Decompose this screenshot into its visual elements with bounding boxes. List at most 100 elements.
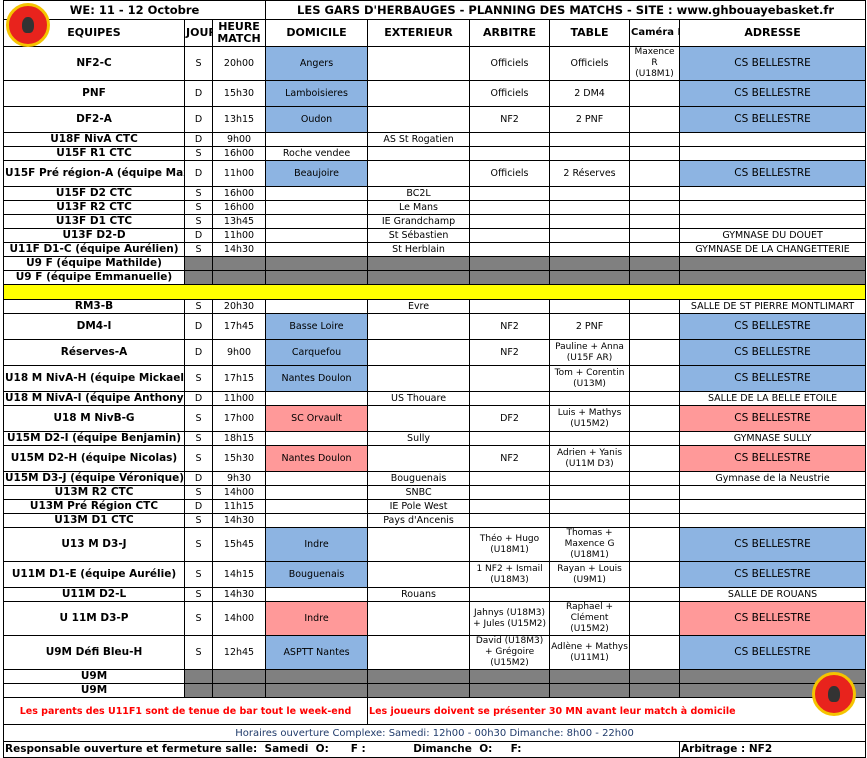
- table-cell: Luis + Mathys (U15M2): [549, 405, 631, 432]
- jour-cell: S: [184, 601, 213, 636]
- adresse-cell: [679, 146, 867, 161]
- match-row: U18F NivA CTC D 9h00 AS St Rogatien: [3, 132, 867, 147]
- domicile-cell: Basse Loire: [265, 313, 369, 340]
- exterieur-cell: AS St Rogatien: [367, 132, 471, 147]
- table-cell: [549, 186, 631, 201]
- adresse-cell: CS BELLESTRE: [679, 160, 867, 187]
- table-cell: Tom + Corentin (U13M): [549, 365, 631, 392]
- arbitre-cell: [469, 270, 551, 285]
- players-notice: Les joueurs doivent se présenter 30 MN a…: [367, 697, 867, 725]
- parents-notice: Les parents des U11F1 sont de tenue de b…: [2, 697, 369, 725]
- exterieur-cell: IE Grandchamp: [367, 214, 471, 229]
- match-row: U11M D1-E (équipe Aurélie) S 14h15 Bouguena…: [3, 561, 867, 588]
- title-row: WE: 11 - 12 Octobre LES GARS D'HERBAUGES…: [2, 0, 867, 20]
- camera-cell: [629, 471, 681, 486]
- match-row: U11M D2-L S 14h30 Rouans SALLE DE ROUANS: [3, 587, 867, 602]
- arbitre-cell: NF2: [469, 445, 551, 472]
- table-cell: [549, 471, 631, 486]
- match-row: U9M: [3, 669, 867, 684]
- table-cell: [549, 214, 631, 229]
- camera-cell: [629, 200, 681, 215]
- team-cell: U15F R1 CTC: [3, 146, 185, 161]
- domicile-cell: [265, 669, 369, 684]
- jour-cell: [184, 669, 213, 684]
- heure-cell: 12h45: [211, 635, 267, 670]
- jour-cell: S: [184, 587, 213, 602]
- arbitre-cell: Officiels: [469, 160, 551, 187]
- jour-cell: S: [184, 200, 213, 215]
- adresse-cell: [679, 214, 867, 229]
- camera-cell: [629, 635, 681, 670]
- heure-cell: 20h00: [211, 46, 267, 81]
- match-row: U13M Pré Région CTC D 11h15 IE Pole West: [3, 499, 867, 514]
- match-row: U18 M NivB-G S 17h00 SC Orvault DF2 Luis + Ma…: [3, 405, 867, 432]
- arbitre-cell: Officiels: [469, 46, 551, 81]
- jour-cell: D: [184, 391, 213, 406]
- jour-cell: D: [184, 339, 213, 366]
- match-row: U11F D1-C (équipe Aurélien) S 14h30 St Herb…: [3, 242, 867, 257]
- club-logo-top: [6, 3, 50, 47]
- heure-cell: 15h30: [211, 80, 267, 107]
- heure-cell: 9h30: [211, 471, 267, 486]
- separator-bar: [2, 284, 867, 300]
- team-cell: U13F D2-D: [3, 228, 185, 243]
- team-cell: U11M D2-L: [3, 587, 185, 602]
- match-row: U15M D2-H (équipe Nicolas) S 15h30 Nantes D…: [3, 445, 867, 472]
- arbitre-cell: [469, 513, 551, 528]
- camera-cell: [629, 669, 681, 684]
- table-cell: [549, 499, 631, 514]
- heure-cell: 14h30: [211, 513, 267, 528]
- arbitre-cell: 1 NF2 + Ismail (U18M3): [469, 561, 551, 588]
- camera-cell: [629, 527, 681, 562]
- domicile-cell: Nantes Doulon: [265, 445, 369, 472]
- arbitre-cell: NF2: [469, 106, 551, 133]
- table-cell: 2 PNF: [549, 313, 631, 340]
- camera-cell: [629, 405, 681, 432]
- table-cell: [549, 228, 631, 243]
- team-cell: U 11M D3-P: [3, 601, 185, 636]
- table-cell: [549, 391, 631, 406]
- opening-hours: Horaires ouverture Complexe: Samedi: 12h…: [2, 724, 867, 742]
- camera-cell: [629, 80, 681, 107]
- arbitre-cell: [469, 186, 551, 201]
- arbitre-cell: [469, 431, 551, 446]
- table-cell: [549, 256, 631, 271]
- adresse-cell: [679, 132, 867, 147]
- jour-cell: S: [184, 299, 213, 314]
- heure-cell: 20h30: [211, 299, 267, 314]
- table-cell: Officiels: [549, 46, 631, 81]
- heure-cell: 18h15: [211, 431, 267, 446]
- team-cell: U9M Défi Bleu-H: [3, 635, 185, 670]
- exterieur-cell: [367, 313, 471, 340]
- adresse-cell: CS BELLESTRE: [679, 365, 867, 392]
- domicile-cell: [265, 587, 369, 602]
- match-row: U13F D2-D D 11h00 St Sébastien GYMNASE DU DO…: [3, 228, 867, 243]
- camera-cell: [629, 485, 681, 500]
- exterieur-cell: [367, 561, 471, 588]
- arbitre-cell: DF2: [469, 405, 551, 432]
- arbitre-cell: [469, 365, 551, 392]
- arbitre-cell: NF2: [469, 313, 551, 340]
- match-row: DF2-A D 13h15 Oudon NF2 2 PNF CS BELLESTRE: [3, 106, 867, 133]
- table-cell: Adlène + Mathys (U11M1): [549, 635, 631, 670]
- heure-cell: 13h15: [211, 106, 267, 133]
- team-cell: U13M Pré Région CTC: [3, 499, 185, 514]
- domicile-cell: [265, 270, 369, 285]
- arbitre-cell: [469, 214, 551, 229]
- table-cell: [549, 299, 631, 314]
- exterieur-cell: Sully: [367, 431, 471, 446]
- camera-cell: [629, 186, 681, 201]
- adresse-cell: CS BELLESTRE: [679, 313, 867, 340]
- domicile-cell: Beaujoire: [265, 160, 369, 187]
- table-cell: [549, 683, 631, 698]
- heure-cell: 16h00: [211, 200, 267, 215]
- team-cell: U13M R2 CTC: [3, 485, 185, 500]
- adresse-cell: [679, 485, 867, 500]
- camera-cell: [629, 146, 681, 161]
- exterieur-cell: Rouans: [367, 587, 471, 602]
- domicile-cell: [265, 132, 369, 147]
- arbitre-cell: Théo + Hugo (U18M1): [469, 527, 551, 562]
- adresse-cell: [679, 270, 867, 285]
- match-row: U13F R2 CTC S 16h00 Le Mans: [3, 200, 867, 215]
